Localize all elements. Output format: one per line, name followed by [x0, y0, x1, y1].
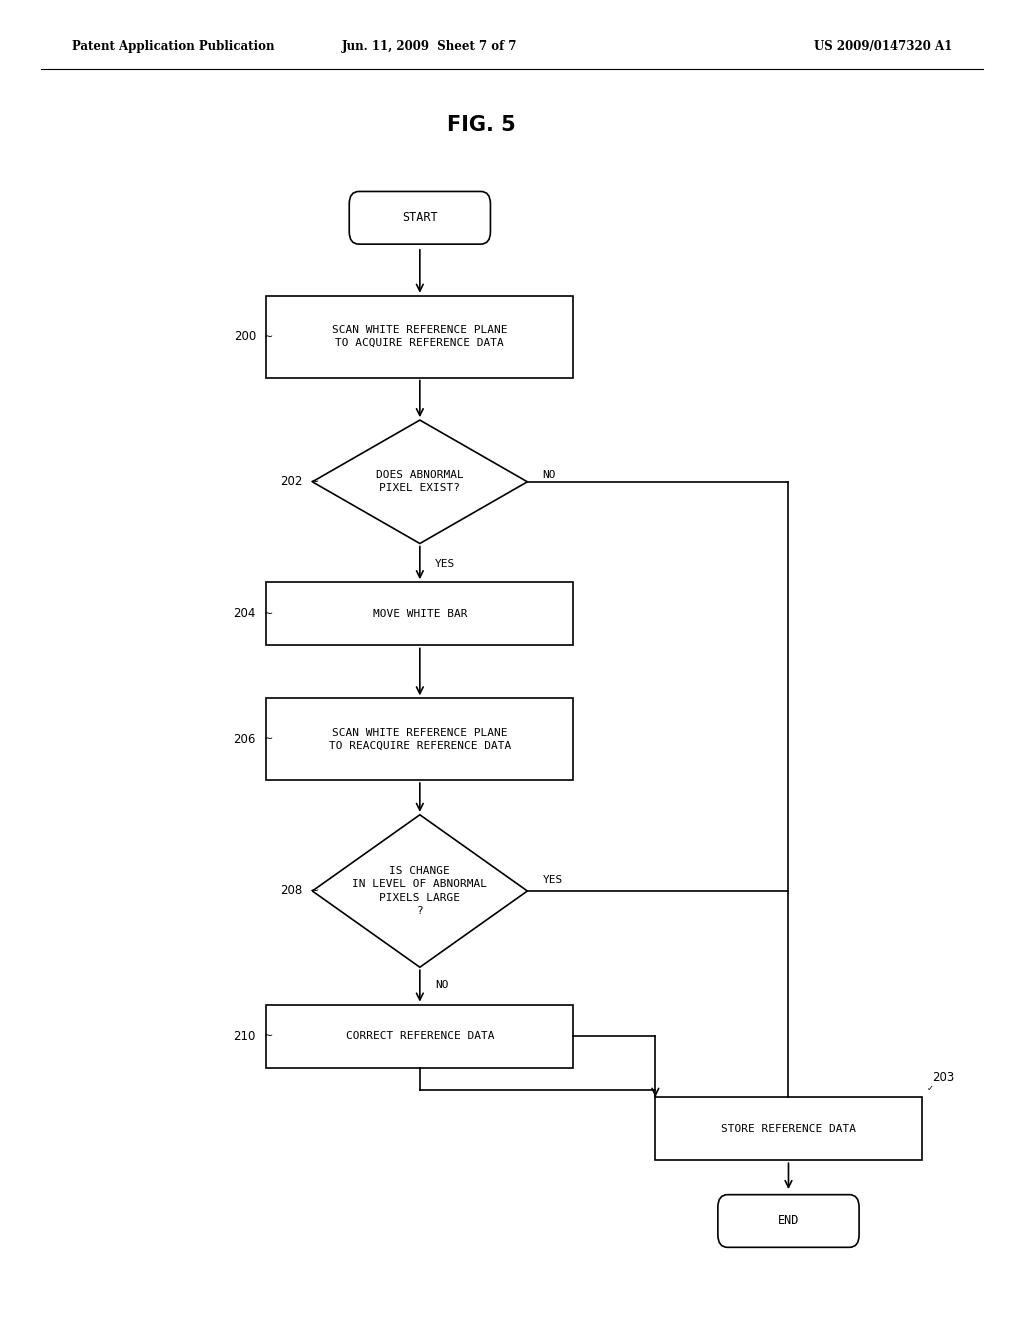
Text: ∼: ∼: [264, 734, 273, 744]
Text: 210: 210: [233, 1030, 256, 1043]
Text: 203: 203: [932, 1071, 954, 1084]
Bar: [266, 1005, 573, 1068]
Text: STORE REFERENCE DATA: STORE REFERENCE DATA: [721, 1123, 856, 1134]
Text: IS CHANGE
IN LEVEL OF ABNORMAL
PIXELS LARGE
?: IS CHANGE IN LEVEL OF ABNORMAL PIXELS LA…: [352, 866, 487, 916]
Text: CORRECT REFERENCE DATA: CORRECT REFERENCE DATA: [345, 1031, 495, 1041]
Text: DOES ABNORMAL
PIXEL EXIST?: DOES ABNORMAL PIXEL EXIST?: [376, 470, 464, 494]
Polygon shape: [312, 814, 527, 968]
Polygon shape: [312, 420, 527, 544]
Text: 200: 200: [233, 330, 256, 343]
Bar: [266, 296, 573, 378]
Text: Jun. 11, 2009  Sheet 7 of 7: Jun. 11, 2009 Sheet 7 of 7: [342, 40, 518, 53]
Text: Patent Application Publication: Patent Application Publication: [72, 40, 274, 53]
Text: ∼: ∼: [310, 886, 319, 896]
FancyBboxPatch shape: [718, 1195, 859, 1247]
Text: 206: 206: [233, 733, 256, 746]
Text: SCAN WHITE REFERENCE PLANE
TO REACQUIRE REFERENCE DATA: SCAN WHITE REFERENCE PLANE TO REACQUIRE …: [329, 727, 511, 751]
Text: ✓: ✓: [927, 1084, 934, 1093]
Text: MOVE WHITE BAR: MOVE WHITE BAR: [373, 609, 467, 619]
Bar: [655, 1097, 922, 1160]
Text: YES: YES: [435, 560, 456, 569]
Text: ∼: ∼: [264, 331, 273, 342]
Text: NO: NO: [435, 981, 449, 990]
FancyBboxPatch shape: [349, 191, 490, 244]
Text: 208: 208: [280, 884, 302, 898]
Text: ∼: ∼: [264, 609, 273, 619]
Bar: [266, 582, 573, 645]
Text: 202: 202: [280, 475, 302, 488]
Text: ∼: ∼: [264, 1031, 273, 1041]
Text: ∼: ∼: [310, 477, 319, 487]
Text: NO: NO: [543, 470, 556, 480]
Text: START: START: [402, 211, 437, 224]
Text: SCAN WHITE REFERENCE PLANE
TO ACQUIRE REFERENCE DATA: SCAN WHITE REFERENCE PLANE TO ACQUIRE RE…: [332, 325, 508, 348]
Text: US 2009/0147320 A1: US 2009/0147320 A1: [814, 40, 952, 53]
Bar: [266, 698, 573, 780]
Text: YES: YES: [543, 875, 563, 886]
Text: 204: 204: [233, 607, 256, 620]
Text: END: END: [778, 1214, 799, 1228]
Text: FIG. 5: FIG. 5: [446, 115, 516, 136]
